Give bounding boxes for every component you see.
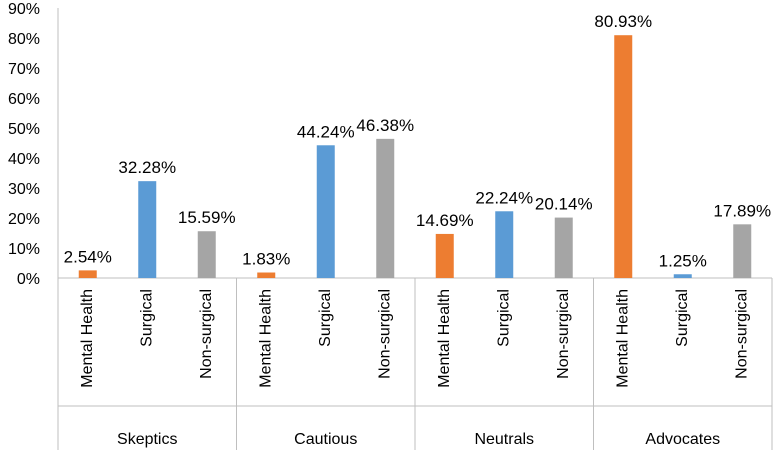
group-label: Cautious xyxy=(294,431,357,448)
category-label: Surgical xyxy=(674,289,691,347)
bar-neutrals-mental-health xyxy=(436,234,454,278)
data-label: 17.89% xyxy=(713,201,771,220)
bar-neutrals-surgical xyxy=(495,211,513,278)
group-label: Neutrals xyxy=(474,431,534,448)
bar-skeptics-mental-health xyxy=(79,270,97,278)
bar-neutrals-non-surgical xyxy=(555,218,573,278)
data-label: 20.14% xyxy=(535,195,593,214)
bar-cautious-surgical xyxy=(317,145,335,278)
category-label: Mental Health xyxy=(436,289,453,388)
data-label: 1.83% xyxy=(242,250,290,269)
category-label: Non-surgical xyxy=(555,289,572,379)
bar-skeptics-non-surgical xyxy=(198,231,216,278)
y-tick-label: 80% xyxy=(8,31,40,48)
group-labels: Skeptics Cautious Neutrals Advocates xyxy=(117,431,720,448)
y-tick-label: 10% xyxy=(8,241,40,258)
y-axis-ticks: 0% 10% 20% 30% 40% 50% 60% 70% 80% 90% xyxy=(8,1,40,288)
bar-advocates-mental-health xyxy=(614,35,632,278)
data-label: 22.24% xyxy=(475,188,533,207)
category-label: Non-surgical xyxy=(198,289,215,379)
data-label: 44.24% xyxy=(297,122,355,141)
category-label: Mental Health xyxy=(614,289,631,388)
category-label: Surgical xyxy=(495,289,512,347)
y-tick-label: 40% xyxy=(8,151,40,168)
data-label: 32.28% xyxy=(118,158,176,177)
y-tick-label: 70% xyxy=(8,61,40,78)
data-label: 46.38% xyxy=(356,116,414,135)
data-labels: 2.54% 32.28% 15.59% 1.83% 44.24% 46.38% 14.69%… xyxy=(64,12,771,270)
data-label: 80.93% xyxy=(594,12,652,31)
data-label: 2.54% xyxy=(64,247,112,266)
category-label: Non-surgical xyxy=(376,289,393,379)
bar-cautious-non-surgical xyxy=(376,139,394,278)
data-label: 14.69% xyxy=(416,211,474,230)
y-tick-label: 90% xyxy=(8,1,40,18)
bar-skeptics-surgical xyxy=(138,181,156,278)
y-tick-label: 30% xyxy=(8,181,40,198)
bar-cautious-mental-health xyxy=(257,273,275,278)
bar-advocates-non-surgical xyxy=(733,224,751,278)
y-tick-label: 50% xyxy=(8,121,40,138)
data-label: 15.59% xyxy=(178,208,236,227)
data-label: 1.25% xyxy=(659,251,707,270)
category-label: Mental Health xyxy=(257,289,274,388)
group-label: Skeptics xyxy=(117,431,177,448)
y-tick-label: 20% xyxy=(8,211,40,228)
category-label: Surgical xyxy=(317,289,334,347)
bars xyxy=(79,35,752,278)
category-label: Non-surgical xyxy=(733,289,750,379)
y-tick-label: 60% xyxy=(8,91,40,108)
group-label: Advocates xyxy=(645,431,720,448)
category-label: Mental Health xyxy=(79,289,96,388)
bar-advocates-surgical xyxy=(674,274,692,278)
y-tick-label: 0% xyxy=(17,271,40,288)
category-label: Surgical xyxy=(138,289,155,347)
